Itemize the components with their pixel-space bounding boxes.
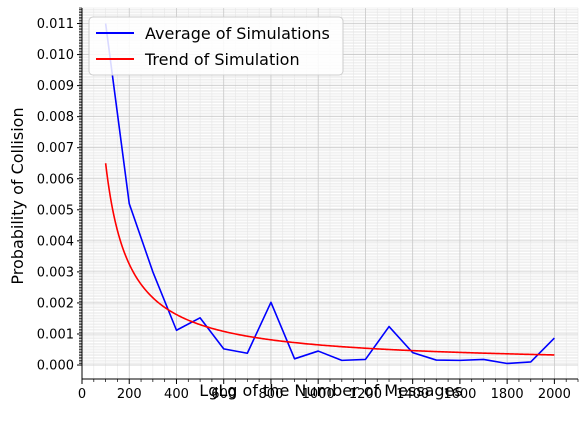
x-tick-label: 200: [117, 387, 142, 402]
x-tick-label: 0: [78, 387, 86, 402]
x-tick-label: 1800: [491, 387, 524, 402]
y-tick-label: 0.010: [37, 48, 74, 63]
legend-box: [88, 16, 344, 76]
series-line-trend: [104, 163, 555, 356]
y-tick-label: 0.004: [37, 234, 74, 249]
x-tick-label: 2000: [538, 387, 571, 402]
x-tick-label: 1600: [443, 387, 476, 402]
x-tick-label: 600: [211, 387, 236, 402]
x-tick-label: 400: [164, 387, 189, 402]
series-layer: [104, 23, 555, 365]
x-tick-label: 1000: [302, 387, 335, 402]
y-tick-label: 0.001: [37, 327, 74, 342]
y-tick-label: 0.011: [37, 17, 74, 32]
legend: Average of Simulations Trend of Simulati…: [88, 16, 344, 76]
y-tick-label: 0.009: [37, 79, 74, 94]
x-tick-label: 800: [259, 387, 284, 402]
y-tick-label: 0.006: [37, 172, 74, 187]
y-tick-label: 0.002: [37, 296, 74, 311]
x-tick-label: 1400: [396, 387, 429, 402]
legend-label-trend: Trend of Simulation: [144, 50, 300, 69]
x-tick-label: 1200: [349, 387, 382, 402]
y-tick-label: 0.000: [37, 359, 74, 374]
legend-label-average: Average of Simulations: [145, 24, 330, 43]
y-tick-label: 0.008: [37, 110, 74, 125]
y-axis-ticks: 0.000 0.001 0.002 0.003 0.004 0.005 0.006 0.007…: [37, 7, 82, 374]
x-axis-ticks: 0 200 400 600 800 1000 1200 1400 1600 1800 2000: [78, 379, 579, 402]
y-tick-label: 0.005: [37, 203, 74, 218]
y-tick-label: 0.003: [37, 265, 74, 280]
y-tick-label: 0.007: [37, 141, 74, 156]
x-axis-title: LgLg of the Number of Messages: [199, 381, 462, 400]
series-line-average: [104, 23, 555, 365]
y-axis-title: Probability of Collision: [8, 107, 27, 284]
